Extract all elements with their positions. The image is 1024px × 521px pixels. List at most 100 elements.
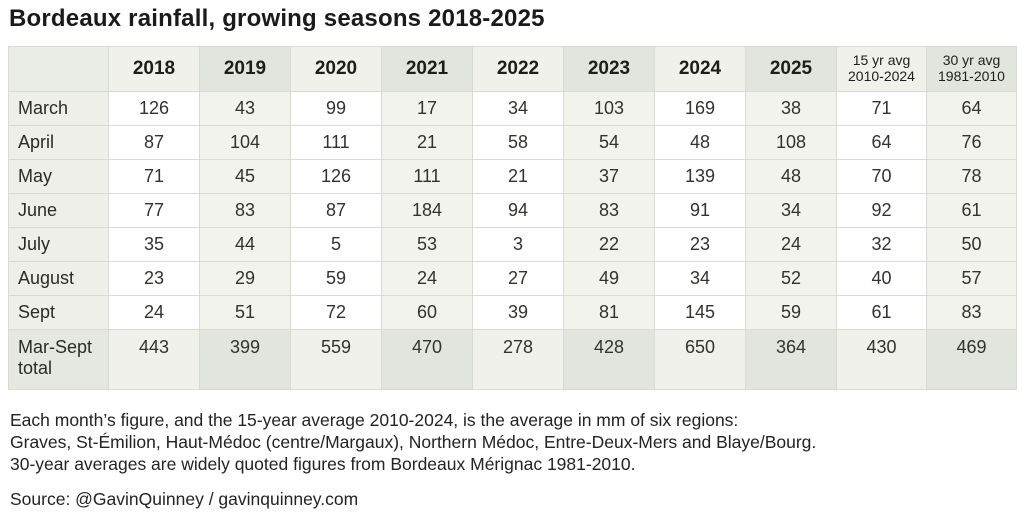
value-cell: 59 <box>745 295 837 330</box>
table-row-sept: Sept 24 51 72 60 39 81 145 59 61 83 <box>8 295 1017 330</box>
value-cell: 43 <box>199 91 291 126</box>
table-row-mar-sept-total: Mar-Sept total 443 399 559 470 278 428 650 364 430… <box>8 329 1017 390</box>
value-cell: 34 <box>745 193 837 228</box>
row-label: Mar-Sept total <box>8 329 109 390</box>
value-cell: 169 <box>654 91 746 126</box>
value-cell: 24 <box>381 261 473 296</box>
value-cell: 52 <box>745 261 837 296</box>
value-cell: 278 <box>472 329 564 390</box>
footnote-line-3: 30-year averages are widely quoted figur… <box>10 454 636 475</box>
value-cell: 83 <box>926 295 1017 330</box>
value-cell: 44 <box>199 227 291 262</box>
footnote: Each month’s figure, and the 15-year ave… <box>10 409 1024 476</box>
value-cell: 45 <box>199 159 291 194</box>
value-cell: 78 <box>926 159 1017 194</box>
page-title: Bordeaux rainfall, growing seasons 2018-… <box>9 5 545 32</box>
value-cell: 87 <box>290 193 382 228</box>
column-header-30-yr-avg: 30 yr avg 1981-2010 <box>926 46 1017 92</box>
row-label: August <box>8 261 109 296</box>
column-header-2020: 2020 <box>290 46 382 92</box>
value-cell: 51 <box>199 295 291 330</box>
value-cell: 469 <box>926 329 1017 390</box>
value-cell: 64 <box>926 91 1017 126</box>
value-cell: 39 <box>472 295 564 330</box>
value-cell: 61 <box>926 193 1017 228</box>
value-cell: 23 <box>654 227 746 262</box>
value-cell: 27 <box>472 261 564 296</box>
rainfall-table: 2018 2019 2020 2021 2022 2023 2024 2025 15 yr av… <box>8 46 1017 390</box>
value-cell: 72 <box>290 295 382 330</box>
source-line: Source: @GavinQuinney / gavinquinney.com <box>10 488 359 509</box>
value-cell: 35 <box>108 227 200 262</box>
value-cell: 364 <box>745 329 837 390</box>
column-header-2022: 2022 <box>472 46 564 92</box>
value-cell: 71 <box>836 91 927 126</box>
value-cell: 23 <box>108 261 200 296</box>
value-cell: 71 <box>108 159 200 194</box>
value-cell: 24 <box>745 227 837 262</box>
value-cell: 99 <box>290 91 382 126</box>
value-cell: 37 <box>563 159 655 194</box>
footnote-line-2: Graves, St-Émilion, Haut-Médoc (centre/M… <box>10 432 817 453</box>
column-header-2025: 2025 <box>745 46 837 92</box>
value-cell: 650 <box>654 329 746 390</box>
value-cell: 77 <box>108 193 200 228</box>
value-cell: 111 <box>381 159 473 194</box>
value-cell: 92 <box>836 193 927 228</box>
value-cell: 399 <box>199 329 291 390</box>
value-cell: 103 <box>563 91 655 126</box>
value-cell: 559 <box>290 329 382 390</box>
column-header-2018: 2018 <box>108 46 200 92</box>
row-label: April <box>8 125 109 160</box>
column-header-2024: 2024 <box>654 46 746 92</box>
row-label: Sept <box>8 295 109 330</box>
value-cell: 40 <box>836 261 927 296</box>
value-cell: 29 <box>199 261 291 296</box>
table-row-june: June 77 83 87 184 94 83 91 34 92 61 <box>8 193 1017 228</box>
value-cell: 54 <box>563 125 655 160</box>
column-header-2021: 2021 <box>381 46 473 92</box>
value-cell: 139 <box>654 159 746 194</box>
row-label: May <box>8 159 109 194</box>
value-cell: 91 <box>654 193 746 228</box>
table-row-may: May 71 45 126 111 21 37 139 48 70 78 <box>8 159 1017 194</box>
value-cell: 145 <box>654 295 746 330</box>
column-header-2019: 2019 <box>199 46 291 92</box>
value-cell: 64 <box>836 125 927 160</box>
table-row-march: March 126 43 99 17 34 103 169 38 71 64 <box>8 91 1017 126</box>
value-cell: 108 <box>745 125 837 160</box>
value-cell: 3 <box>472 227 564 262</box>
value-cell: 76 <box>926 125 1017 160</box>
value-cell: 48 <box>745 159 837 194</box>
value-cell: 53 <box>381 227 473 262</box>
value-cell: 83 <box>563 193 655 228</box>
column-header-2023: 2023 <box>563 46 655 92</box>
value-cell: 38 <box>745 91 837 126</box>
value-cell: 59 <box>290 261 382 296</box>
value-cell: 87 <box>108 125 200 160</box>
header-row: 2018 2019 2020 2021 2022 2023 2024 2025 15 yr av… <box>8 46 1017 92</box>
footnote-line-1: Each month’s figure, and the 15-year ave… <box>10 410 739 430</box>
value-cell: 70 <box>836 159 927 194</box>
value-cell: 94 <box>472 193 564 228</box>
row-label: July <box>8 227 109 262</box>
value-cell: 430 <box>836 329 927 390</box>
value-cell: 61 <box>836 295 927 330</box>
value-cell: 34 <box>472 91 564 126</box>
value-cell: 21 <box>472 159 564 194</box>
value-cell: 111 <box>290 125 382 160</box>
value-cell: 60 <box>381 295 473 330</box>
value-cell: 22 <box>563 227 655 262</box>
value-cell: 48 <box>654 125 746 160</box>
value-cell: 126 <box>290 159 382 194</box>
table-row-july: July 35 44 5 53 3 22 23 24 32 50 <box>8 227 1017 262</box>
row-label: June <box>8 193 109 228</box>
value-cell: 81 <box>563 295 655 330</box>
value-cell: 32 <box>836 227 927 262</box>
value-cell: 443 <box>108 329 200 390</box>
value-cell: 17 <box>381 91 473 126</box>
value-cell: 58 <box>472 125 564 160</box>
value-cell: 428 <box>563 329 655 390</box>
value-cell: 5 <box>290 227 382 262</box>
